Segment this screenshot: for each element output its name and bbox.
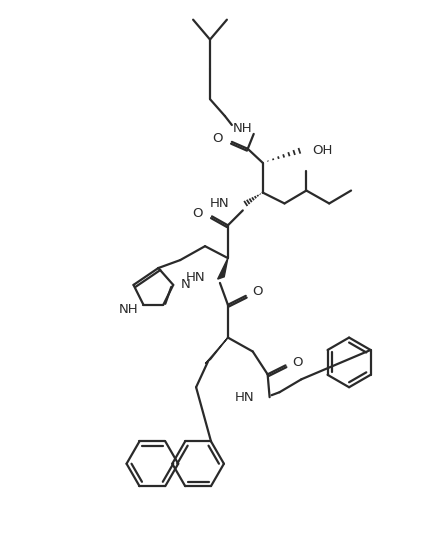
Text: NH: NH (233, 123, 253, 136)
Text: HN: HN (185, 271, 205, 284)
Text: O: O (293, 356, 303, 369)
Text: HN: HN (210, 197, 230, 210)
Text: OH: OH (312, 144, 333, 158)
Text: NH: NH (119, 303, 139, 316)
Polygon shape (205, 337, 228, 364)
Text: HN: HN (235, 391, 255, 404)
Text: O: O (192, 207, 203, 220)
Text: O: O (253, 286, 263, 298)
Polygon shape (218, 258, 228, 279)
Text: N: N (181, 278, 191, 292)
Text: O: O (213, 132, 223, 146)
